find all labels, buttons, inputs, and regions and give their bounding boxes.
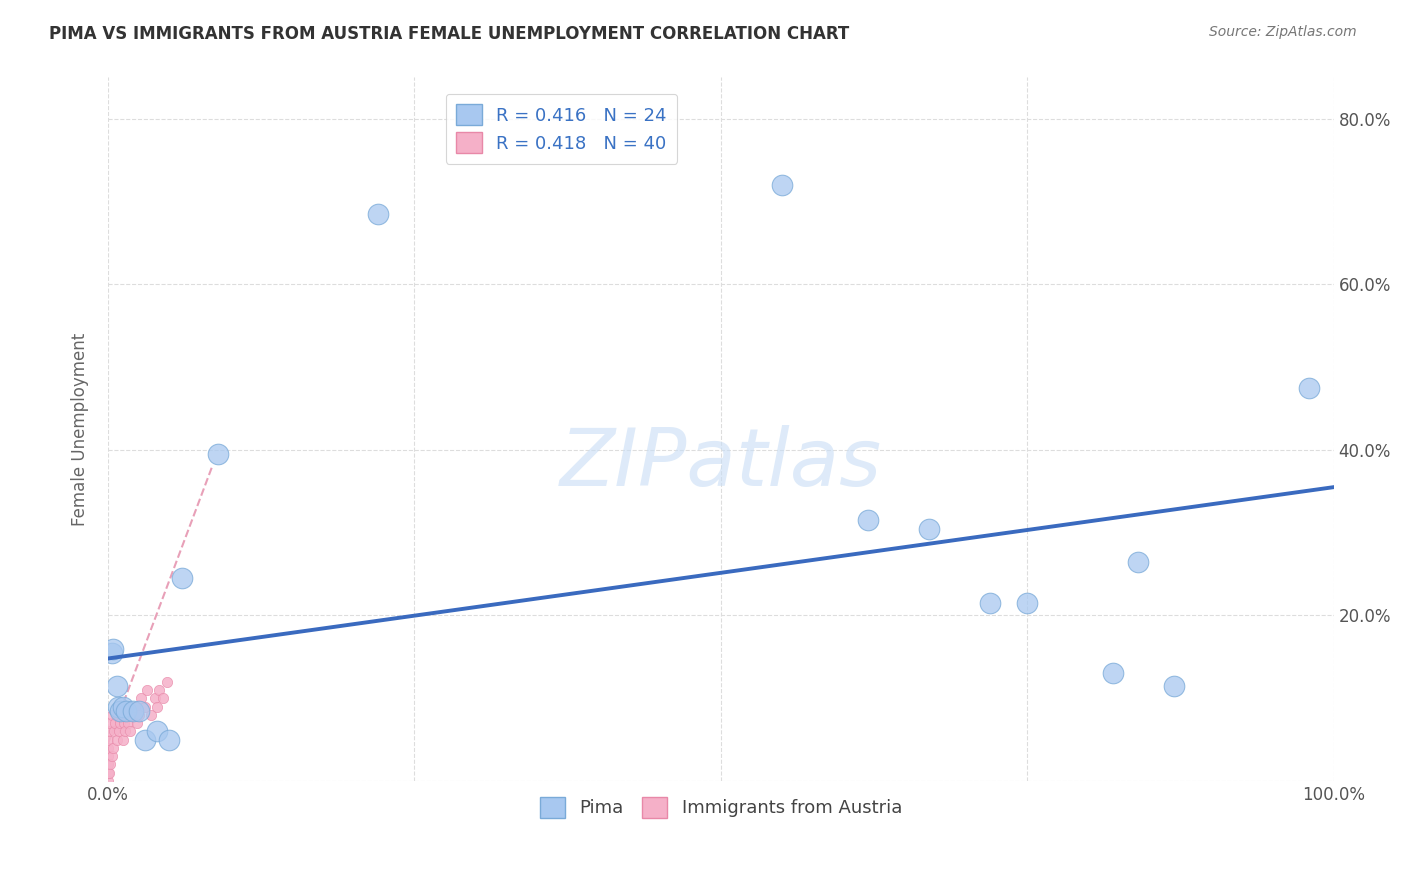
Point <box>146 699 169 714</box>
Legend: Pima, Immigrants from Austria: Pima, Immigrants from Austria <box>533 789 910 825</box>
Point <box>134 699 156 714</box>
Point <box>104 716 127 731</box>
Point <box>207 447 229 461</box>
Point <box>156 674 179 689</box>
Point <box>152 691 174 706</box>
Text: ZIPatlas: ZIPatlas <box>560 425 882 503</box>
Point <box>101 740 124 755</box>
Point <box>1126 555 1149 569</box>
Point <box>105 679 128 693</box>
Point <box>112 716 135 731</box>
Point <box>118 699 141 714</box>
Y-axis label: Female Unemployment: Female Unemployment <box>72 333 89 526</box>
Point <box>1163 679 1185 693</box>
Point <box>115 704 138 718</box>
Point <box>98 724 121 739</box>
Point <box>367 207 389 221</box>
Point <box>100 707 122 722</box>
Point <box>103 724 125 739</box>
Point <box>111 732 134 747</box>
Point <box>157 732 180 747</box>
Point <box>146 724 169 739</box>
Point <box>110 704 132 718</box>
Point <box>97 757 120 772</box>
Point <box>1102 666 1125 681</box>
Point <box>114 724 136 739</box>
Point <box>108 724 131 739</box>
Point <box>107 707 129 722</box>
Point <box>128 707 150 722</box>
Point <box>101 641 124 656</box>
Point <box>100 646 122 660</box>
Point <box>170 571 193 585</box>
Point <box>98 765 121 780</box>
Point <box>770 178 793 192</box>
Point <box>97 749 120 764</box>
Point <box>107 699 129 714</box>
Point <box>136 682 159 697</box>
Point <box>1298 381 1320 395</box>
Point <box>979 596 1001 610</box>
Point <box>100 757 122 772</box>
Point <box>128 704 150 718</box>
Point <box>139 707 162 722</box>
Point <box>111 699 134 714</box>
Point <box>110 699 132 714</box>
Point <box>918 522 941 536</box>
Text: Source: ZipAtlas.com: Source: ZipAtlas.com <box>1209 25 1357 39</box>
Point <box>97 732 120 747</box>
Point <box>1017 596 1039 610</box>
Point <box>129 691 152 706</box>
Point <box>121 704 143 718</box>
Point <box>100 716 122 731</box>
Point <box>110 716 132 731</box>
Point <box>115 707 138 722</box>
Point <box>97 740 120 755</box>
Point <box>143 691 166 706</box>
Text: PIMA VS IMMIGRANTS FROM AUSTRIA FEMALE UNEMPLOYMENT CORRELATION CHART: PIMA VS IMMIGRANTS FROM AUSTRIA FEMALE U… <box>49 25 849 43</box>
Point <box>117 716 139 731</box>
Point <box>121 707 143 722</box>
Point <box>118 724 141 739</box>
Point <box>97 774 120 789</box>
Point <box>124 699 146 714</box>
Point <box>148 682 170 697</box>
Point <box>105 732 128 747</box>
Point <box>97 765 120 780</box>
Point <box>856 513 879 527</box>
Point <box>100 749 122 764</box>
Point <box>134 732 156 747</box>
Point <box>127 716 149 731</box>
